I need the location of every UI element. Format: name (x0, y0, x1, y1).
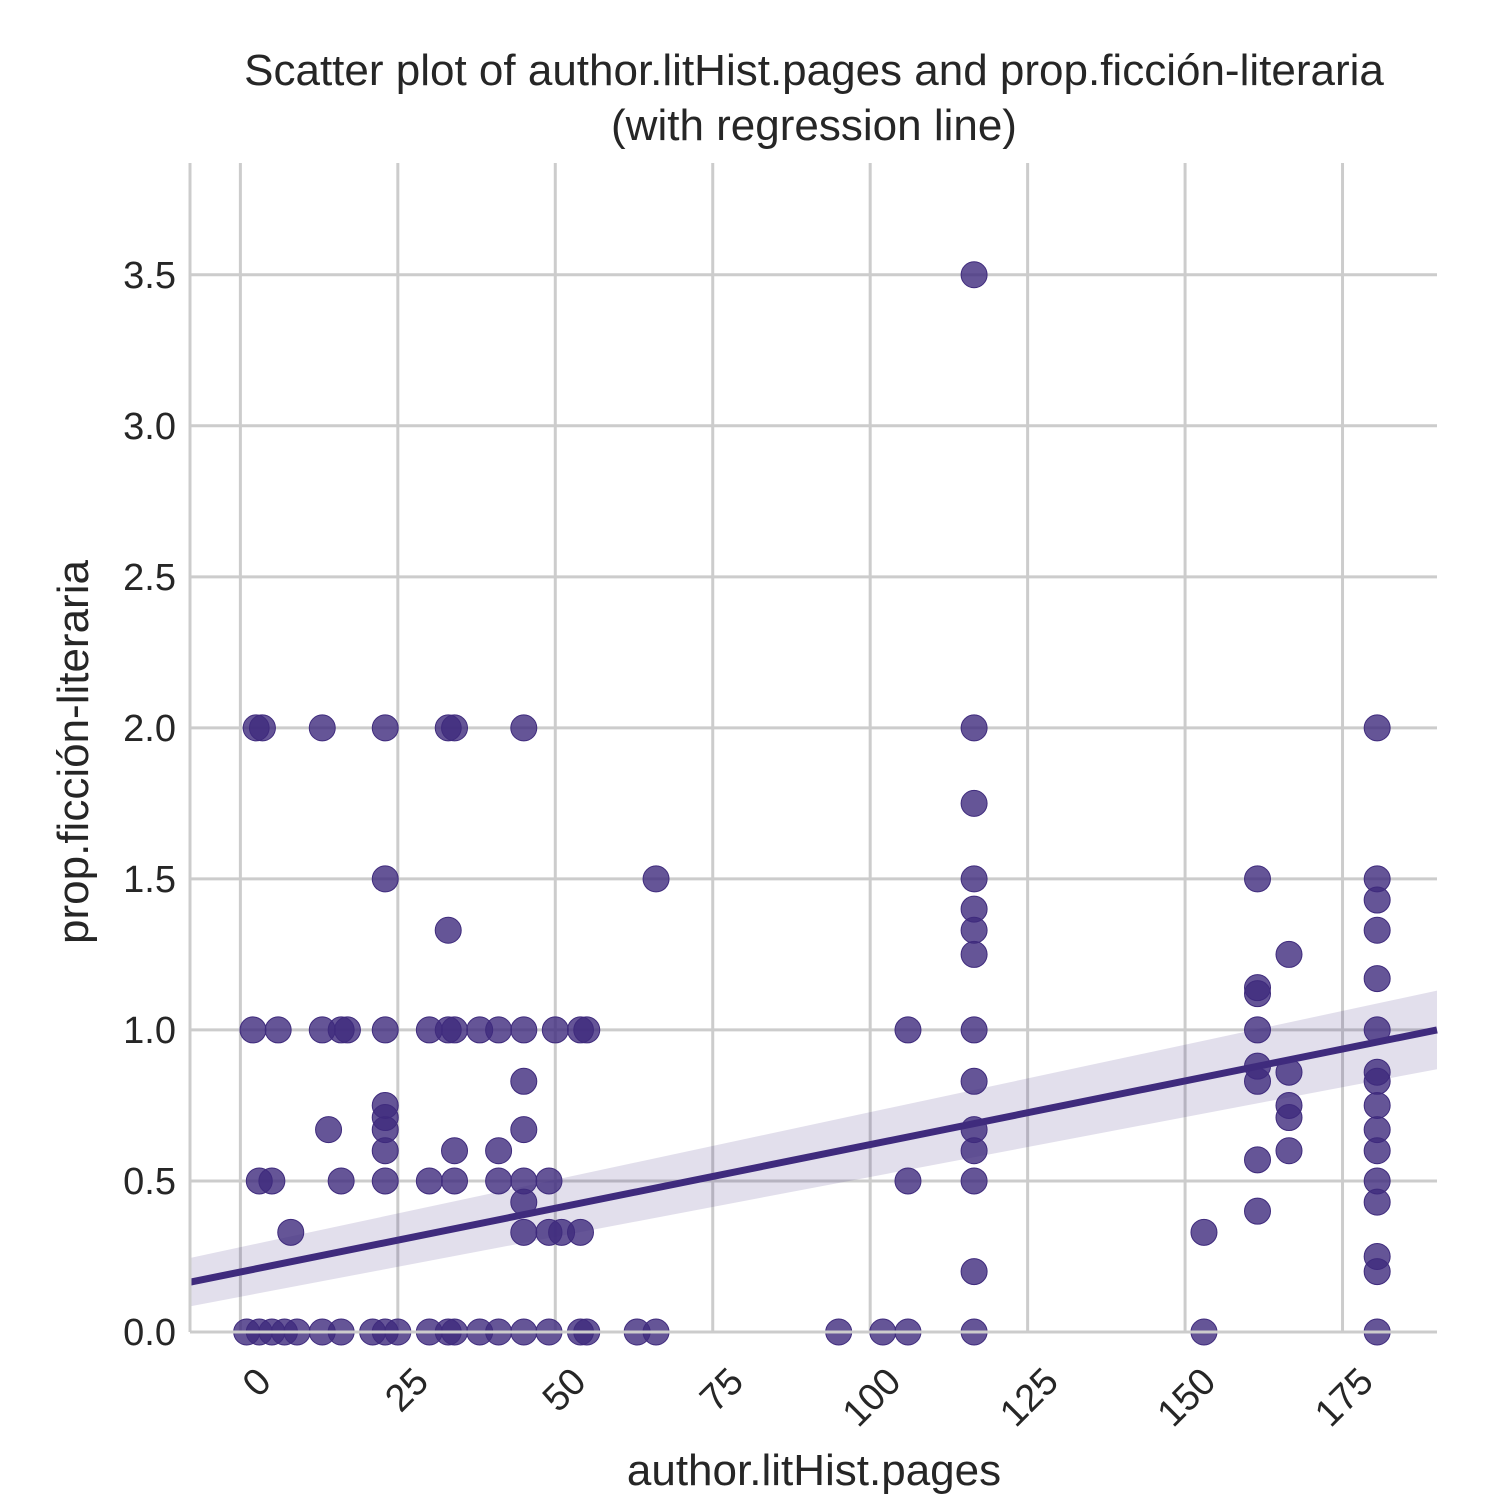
scatter-point (1363, 1137, 1391, 1165)
scatter-point (1190, 1218, 1218, 1246)
scatter-point (371, 1167, 399, 1195)
scatter-point (1363, 965, 1391, 993)
x-tick-label: 0 (235, 1360, 280, 1405)
y-axis-label: prop.ficción-literaria (49, 560, 98, 944)
scatter-point (960, 916, 988, 944)
scatter-point (960, 940, 988, 968)
scatter-point (485, 1137, 513, 1165)
regression-line-group (189, 1026, 1438, 1286)
scatter-point (333, 1016, 361, 1044)
scatter-point (239, 1016, 267, 1044)
scatter-point (415, 1167, 443, 1195)
regression-line (189, 1026, 1438, 1286)
scatter-point (1275, 940, 1303, 968)
scatter-point (327, 1167, 355, 1195)
scatter-point (258, 1167, 286, 1195)
scatter-point (960, 865, 988, 893)
scatter-point (485, 1016, 513, 1044)
scatter-point (960, 261, 988, 289)
scatter-point (510, 1218, 538, 1246)
scatter-point (1275, 1137, 1303, 1165)
y-tick-label: 2.5 (123, 557, 176, 599)
scatter-point (1244, 1067, 1272, 1095)
scatter-point (248, 714, 276, 742)
scatter-point (264, 1016, 292, 1044)
x-tick-label: 75 (692, 1360, 752, 1420)
scatter-point (1244, 1146, 1272, 1174)
scatter-point (894, 1016, 922, 1044)
scatter-point (510, 1116, 538, 1144)
scatter-point (960, 714, 988, 742)
scatter-point (1363, 1258, 1391, 1286)
scatter-point (371, 1016, 399, 1044)
scatter-point (535, 1167, 563, 1195)
scatter-point (371, 865, 399, 893)
scatter-point (485, 1167, 513, 1195)
x-tick-label: 150 (1150, 1360, 1225, 1435)
scatter-point (308, 714, 336, 742)
scatter-point (960, 1137, 988, 1165)
scatter-point (315, 1116, 343, 1144)
regression-ci-band (190, 990, 1437, 1307)
scatter-point (1275, 1104, 1303, 1132)
scatter-point (566, 1218, 594, 1246)
scatter-point (894, 1167, 922, 1195)
chart-title-line2: (with regression line) (611, 101, 1017, 150)
scatter-point (960, 789, 988, 817)
y-tick-label: 1.5 (123, 859, 176, 901)
scatter-point (1363, 916, 1391, 944)
scatter-point (371, 714, 399, 742)
scatter-point (1363, 714, 1391, 742)
x-tick-label: 125 (992, 1360, 1067, 1435)
scatter-point (1363, 1091, 1391, 1119)
y-tick-label: 2.0 (123, 708, 176, 750)
y-tick-label: 1.0 (123, 1010, 176, 1052)
scatter-point (642, 865, 670, 893)
scatter-point (1244, 980, 1272, 1008)
chart-title-line1: Scatter plot of author.litHist.pages and… (244, 46, 1384, 95)
scatter-point (277, 1218, 305, 1246)
scatter-point (1244, 1197, 1272, 1225)
y-tick-label: 0.0 (123, 1312, 176, 1354)
scatter-point (510, 1067, 538, 1095)
x-tick-label: 50 (535, 1360, 595, 1420)
y-tick-label: 3.0 (123, 406, 176, 448)
scatter-point (960, 1167, 988, 1195)
scatter-point (1244, 865, 1272, 893)
scatter-point (960, 1067, 988, 1095)
scatter-point (371, 1137, 399, 1165)
scatter-point (1363, 1188, 1391, 1216)
y-tick-label: 3.5 (123, 255, 176, 297)
x-tick-label: 175 (1307, 1360, 1382, 1435)
scatter-point (1363, 886, 1391, 914)
x-axis-label: author.litHist.pages (627, 1446, 1001, 1495)
axes (188, 163, 1437, 1334)
scatter-point (960, 1016, 988, 1044)
scatter-point (1363, 1067, 1391, 1095)
scatter-point (573, 1016, 601, 1044)
scatter-point (1244, 1016, 1272, 1044)
y-tick-label: 0.5 (123, 1161, 176, 1203)
scatter-point (510, 714, 538, 742)
scatter-point (441, 1137, 469, 1165)
scatter-point (441, 714, 469, 742)
scatter-point (434, 916, 462, 944)
scatter-point (510, 1016, 538, 1044)
scatter-point (960, 1258, 988, 1286)
x-tick-label: 25 (377, 1360, 437, 1420)
scatter-point (541, 1016, 569, 1044)
scatter-point (441, 1016, 469, 1044)
confidence-band (190, 990, 1437, 1307)
scatter-point (441, 1167, 469, 1195)
x-tick-label: 100 (835, 1360, 910, 1435)
